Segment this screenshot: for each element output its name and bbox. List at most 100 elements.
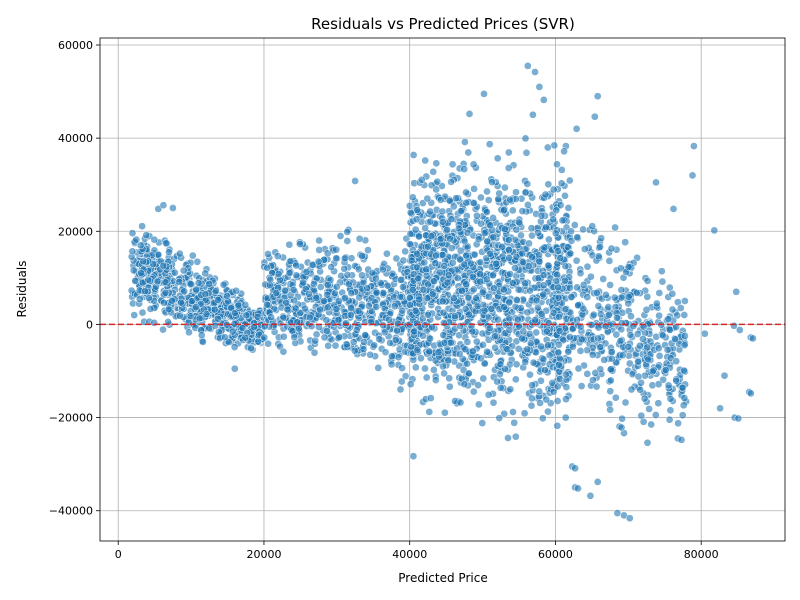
scatter-point	[621, 238, 630, 247]
scatter-point	[663, 346, 672, 354]
scatter-point	[368, 269, 377, 277]
scatter-point	[413, 249, 422, 258]
scatter-point	[192, 285, 201, 294]
scatter-point	[169, 204, 177, 212]
scatter-point	[492, 259, 500, 268]
scatter-point	[690, 142, 698, 150]
scatter-point	[485, 324, 494, 333]
scatter-point	[537, 376, 545, 385]
scatter-point	[131, 277, 140, 285]
scatter-point	[312, 294, 321, 302]
scatter-point	[541, 190, 550, 199]
scatter-point	[415, 295, 423, 304]
scatter-point	[613, 314, 621, 322]
scatter-point	[539, 281, 548, 290]
scatter-point	[478, 419, 487, 427]
scatter-point	[556, 201, 565, 210]
scatter-point	[422, 373, 431, 382]
scatter-point	[514, 345, 523, 353]
scatter-point	[343, 228, 352, 236]
scatter-point	[425, 347, 434, 356]
scatter-point	[447, 215, 456, 224]
scatter-point	[477, 354, 485, 363]
scatter-point	[542, 223, 550, 232]
scatter-point	[504, 164, 513, 172]
scatter-point	[456, 246, 465, 255]
scatter-point	[677, 436, 686, 444]
scatter-point	[405, 240, 414, 248]
scatter-point	[413, 346, 422, 354]
scatter-point	[144, 275, 153, 284]
scatter-point	[641, 371, 649, 380]
scatter-point	[485, 292, 493, 301]
scatter-point	[432, 185, 441, 194]
scatter-point	[310, 348, 319, 357]
scatter-point	[680, 341, 689, 350]
scatter-point	[347, 289, 356, 297]
scatter-point	[655, 352, 664, 360]
scatter-point	[602, 291, 610, 299]
scatter-point	[537, 310, 546, 318]
scatter-point	[489, 233, 498, 242]
scatter-point	[161, 278, 170, 286]
scatter-point	[555, 327, 564, 335]
scatter-point	[534, 228, 542, 237]
scatter-point	[655, 311, 663, 320]
scatter-point	[506, 385, 515, 394]
scatter-point	[454, 224, 463, 233]
scatter-point	[669, 205, 678, 213]
scatter-point	[411, 363, 420, 372]
scatter-point	[604, 303, 613, 311]
scatter-point	[450, 294, 458, 303]
scatter-point	[399, 283, 407, 291]
scatter-point	[341, 254, 349, 263]
scatter-point	[493, 377, 501, 386]
scatter-point	[572, 124, 581, 133]
scatter-point	[202, 310, 211, 319]
scatter-point	[279, 347, 288, 356]
scatter-point	[532, 296, 541, 305]
scatter-point	[138, 222, 146, 231]
scatter-point	[487, 305, 496, 313]
scatter-point	[387, 360, 396, 369]
scatter-point	[479, 341, 487, 349]
scatter-point	[512, 188, 520, 197]
scatter-point	[640, 394, 649, 403]
scatter-point	[383, 249, 391, 258]
y-tick-label: 60000	[58, 39, 93, 52]
scatter-point	[186, 312, 195, 321]
scatter-point	[201, 290, 210, 298]
x-tick-label: 60000	[538, 548, 573, 561]
scatter-point	[605, 311, 613, 319]
scatter-point	[354, 307, 363, 315]
scatter-point	[616, 337, 625, 346]
scatter-point	[523, 62, 532, 70]
scatter-point	[342, 319, 350, 328]
scatter-point	[716, 404, 724, 413]
scatter-point	[364, 246, 372, 254]
scatter-point	[286, 257, 295, 266]
scatter-point	[376, 279, 385, 287]
scatter-point	[586, 491, 595, 500]
scatter-point	[302, 268, 311, 276]
scatter-point	[465, 369, 473, 378]
scatter-point	[230, 364, 239, 373]
scatter-point	[571, 464, 579, 473]
scatter-point	[625, 514, 634, 523]
scatter-point	[606, 376, 615, 385]
scatter-point	[423, 294, 432, 303]
scatter-point	[496, 360, 505, 369]
scatter-point	[636, 341, 644, 350]
scatter-point	[374, 364, 383, 372]
scatter-point	[439, 362, 447, 371]
scatter-point	[567, 293, 576, 301]
scatter-point	[664, 315, 673, 323]
scatter-point	[588, 222, 597, 231]
scatter-point	[447, 244, 456, 252]
scatter-point	[469, 285, 478, 294]
scatter-point	[352, 326, 361, 334]
scatter-point	[665, 415, 674, 424]
scatter-point	[475, 400, 483, 409]
scatter-point	[557, 179, 566, 188]
